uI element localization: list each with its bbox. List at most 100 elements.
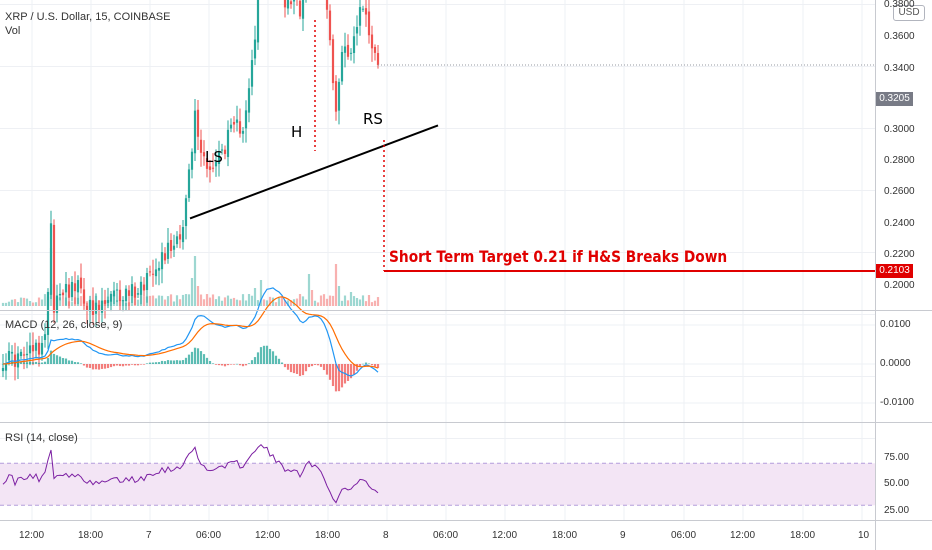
- macd-hist-bar-99: [298, 364, 302, 376]
- volume-bar-55: [166, 296, 170, 306]
- volume-bar-38: [115, 300, 119, 306]
- candle-body-108: [325, 0, 329, 10]
- time-tick-13: 18:00: [790, 530, 816, 541]
- volume-label: Vol: [5, 25, 21, 37]
- pattern-drawings[interactable]: [189, 20, 875, 272]
- candle-body-118: [355, 27, 359, 34]
- macd-hist-bar-66: [199, 351, 203, 364]
- volume-bar-61: [184, 294, 188, 306]
- candle-body-15: [46, 291, 50, 335]
- volume-bar-58: [175, 295, 179, 306]
- candle-body-58: [175, 236, 179, 245]
- candle-body-73: [220, 149, 224, 151]
- volume-bar-123: [370, 302, 374, 306]
- macd-hist-bar-52: [157, 362, 161, 364]
- candle-body-44: [133, 286, 137, 298]
- candle-body-16: [49, 223, 53, 295]
- macd-hist-bar-6: [19, 362, 23, 364]
- macd-hist-bar-91: [274, 355, 278, 364]
- macd-hist-bar-83: [250, 360, 254, 364]
- volume-bar-70: [211, 294, 215, 306]
- time-tick-10: 9: [620, 530, 626, 541]
- time-tick-6: 8: [383, 530, 389, 541]
- candle-body-46: [139, 281, 143, 295]
- macd-hist-bar-58: [175, 360, 179, 364]
- macd-hist-bar-103: [310, 364, 314, 367]
- macd-hist-bar-110: [331, 364, 335, 387]
- neckline: [189, 124, 439, 220]
- macd-hist-bar-107: [322, 364, 326, 371]
- candle-body-26: [79, 277, 83, 289]
- macd-hist-bar-104: [313, 364, 317, 365]
- volume-bar-93: [280, 296, 284, 306]
- macd-hist-bar-7: [22, 362, 26, 364]
- candle-body-4: [13, 354, 17, 367]
- macd-hist-bar-98: [295, 364, 299, 374]
- candle-body-78: [235, 119, 239, 123]
- volume-bar-101: [304, 299, 308, 306]
- volume-bar-83: [250, 295, 254, 306]
- macd-hist-bar-84: [253, 357, 257, 364]
- macd-hist-bar-117: [352, 364, 356, 375]
- candle-body-97: [292, 0, 296, 2]
- macd-hist-bar-24: [73, 362, 77, 364]
- macd-hist-bar-106: [319, 364, 323, 367]
- currency-badge[interactable]: USD: [893, 5, 925, 21]
- macd-hist-bar-44: [133, 364, 137, 366]
- macd-hist-bar-69: [208, 360, 212, 364]
- volume-bar-102: [307, 274, 311, 306]
- right-shoulder-label: RS: [363, 110, 383, 128]
- candle-body-45: [136, 293, 140, 295]
- candle-body-65: [196, 109, 200, 137]
- macd-hist-bar-61: [184, 357, 188, 364]
- macd-line: [2, 287, 379, 377]
- macd-hist-bar-63: [190, 351, 194, 364]
- macd-hist-bar-35: [106, 364, 110, 369]
- candle-body-71: [214, 161, 218, 167]
- candle-body-29: [88, 299, 92, 312]
- volume-bar-106: [319, 295, 323, 306]
- candle-body-66: [199, 139, 203, 153]
- candle-body-54: [163, 253, 167, 261]
- volume-bar-110: [331, 295, 335, 306]
- macd-hist-bar-12: [37, 362, 41, 364]
- candle-body-28: [85, 305, 89, 311]
- symbol-title: XRP / U.S. Dollar, 15, COINBASE: [5, 11, 171, 23]
- macd-hist-bar-32: [97, 364, 101, 370]
- macd-hist-bar-50: [151, 362, 155, 364]
- volume-bar-109: [328, 295, 332, 306]
- time-tick-9: 18:00: [552, 530, 578, 541]
- macd-hist-bar-105: [316, 364, 320, 366]
- candle-body-34: [103, 300, 107, 304]
- macd-hist-bar-100: [301, 364, 305, 376]
- volume-bar-66: [199, 294, 203, 306]
- head-label: H: [291, 123, 303, 141]
- macd-hist-bar-116: [349, 364, 353, 379]
- volume-bar-74: [223, 297, 227, 306]
- volume-bar-75: [226, 295, 230, 306]
- macd-hist-bar-16: [49, 350, 53, 364]
- macd-hist-bar-59: [178, 360, 182, 364]
- volume-bar-95: [286, 300, 290, 306]
- volume-bar-7: [22, 297, 26, 306]
- time-tick-5: 18:00: [315, 530, 341, 541]
- time-tick-1: 18:00: [78, 530, 104, 541]
- volume-bar-76: [229, 298, 233, 306]
- volume-bar-107: [322, 294, 326, 306]
- volume-bar-98: [295, 298, 299, 306]
- volume-bar-124: [373, 300, 377, 306]
- candle-body-122: [367, 11, 371, 36]
- volume-bar-9: [28, 301, 32, 306]
- candle-body-62: [187, 169, 191, 198]
- volume-bar-117: [352, 296, 356, 306]
- macd-hist-bar-45: [136, 364, 140, 366]
- macd-hist-bar-80: [241, 364, 245, 367]
- candle-body-43: [130, 284, 134, 297]
- macd-hist-bar-37: [112, 364, 116, 367]
- candle-body-117: [352, 36, 356, 53]
- macd-hist-bar-15: [46, 358, 50, 364]
- volume-bar-92: [277, 297, 281, 306]
- volume-bar-119: [358, 299, 362, 306]
- volume-bar-65: [196, 286, 200, 306]
